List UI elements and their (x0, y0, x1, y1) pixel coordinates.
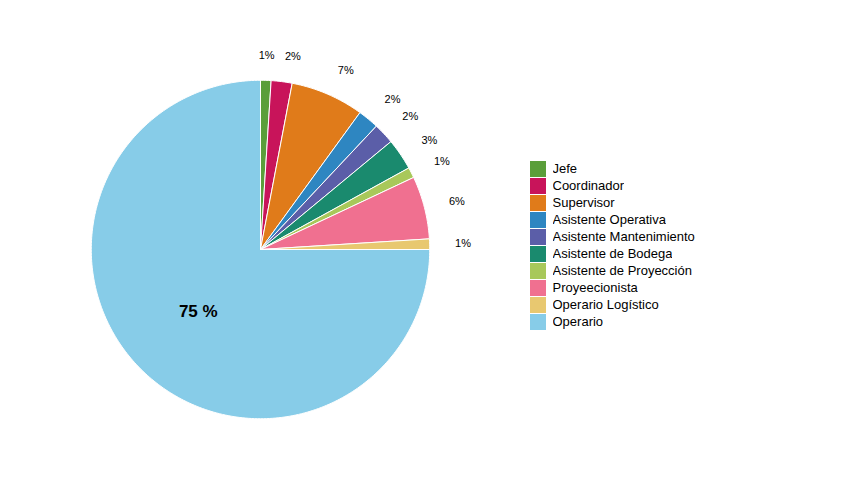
svg-text:2%: 2% (285, 50, 301, 62)
svg-text:2%: 2% (385, 93, 401, 105)
svg-text:3%: 3% (421, 134, 437, 146)
html-text:Operario: Operario (552, 314, 604, 330)
html-text:Asistente Mantenimiento: Asistente Mantenimiento (552, 229, 695, 245)
html-text:Supervisor: Supervisor (552, 195, 615, 211)
svg-text:1%: 1% (455, 237, 471, 249)
html-text:Jefe: Jefe (552, 161, 578, 177)
html-text:Proyeecionista: Proyeecionista (552, 280, 638, 296)
svg-text:2%: 2% (402, 110, 418, 122)
html-text:Asistente de Proyección: Asistente de Proyección (552, 263, 692, 279)
svg-text:7%: 7% (338, 64, 354, 76)
svg-text:1%: 1% (434, 155, 450, 167)
html-text:Operario Logístico: Operario Logístico (552, 297, 659, 313)
html-text:Asistente Operativa: Asistente Operativa (552, 212, 666, 228)
html-text:Coordinador: Coordinador (552, 178, 624, 194)
html-text:Asistente de Bodega: Asistente de Bodega (552, 246, 673, 262)
svg-text:1%: 1% (259, 49, 275, 61)
svg-text:75 %: 75 % (179, 302, 218, 321)
svg-text:6%: 6% (449, 195, 465, 207)
